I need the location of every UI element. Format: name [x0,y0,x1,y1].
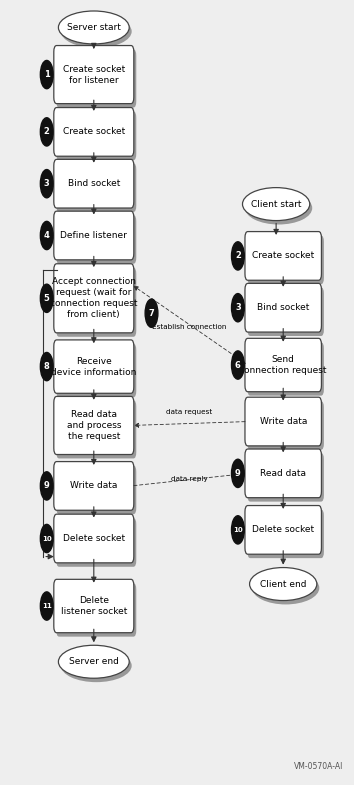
Text: 8: 8 [44,362,50,371]
FancyBboxPatch shape [56,111,136,160]
Text: Delete socket: Delete socket [63,534,125,543]
FancyBboxPatch shape [247,342,324,396]
Ellipse shape [252,571,319,604]
Circle shape [40,221,53,250]
FancyBboxPatch shape [245,506,321,554]
FancyBboxPatch shape [54,340,134,393]
FancyBboxPatch shape [54,211,134,260]
FancyBboxPatch shape [247,453,324,502]
FancyBboxPatch shape [245,449,321,498]
Text: 9: 9 [44,481,50,491]
Text: data request: data request [166,409,212,415]
Ellipse shape [250,568,317,601]
Text: Establish connection: Establish connection [152,323,227,330]
FancyBboxPatch shape [247,236,324,284]
Circle shape [40,170,53,198]
Text: 1: 1 [44,70,50,79]
FancyBboxPatch shape [56,49,136,108]
Text: data reply: data reply [171,476,208,482]
Circle shape [232,516,244,544]
Text: Write data: Write data [259,417,307,426]
Ellipse shape [58,645,129,678]
Text: Define listener: Define listener [61,231,127,240]
Text: 10: 10 [42,535,52,542]
Text: 2: 2 [235,251,241,261]
Text: Client end: Client end [260,579,307,589]
Text: Create socket
for listener: Create socket for listener [63,64,125,85]
Circle shape [232,351,244,379]
Text: Delete
listener socket: Delete listener socket [61,596,127,616]
Circle shape [40,524,53,553]
FancyBboxPatch shape [245,283,321,332]
Circle shape [232,459,244,487]
Text: Delete socket: Delete socket [252,525,314,535]
Text: 5: 5 [44,294,50,303]
FancyBboxPatch shape [245,397,321,446]
FancyBboxPatch shape [247,509,324,558]
Circle shape [145,299,158,327]
Circle shape [232,294,244,322]
Text: 9: 9 [235,469,241,478]
Text: Send
connection request: Send connection request [239,355,327,375]
Text: 11: 11 [42,603,52,609]
Text: Read data: Read data [260,469,306,478]
Circle shape [40,352,53,381]
Text: Client start: Client start [251,199,301,209]
FancyBboxPatch shape [56,215,136,264]
FancyBboxPatch shape [56,163,136,212]
Text: Accept connection
request (wait for
connection request
from client): Accept connection request (wait for conn… [50,277,138,319]
Circle shape [40,60,53,89]
FancyBboxPatch shape [54,462,134,510]
Text: 7: 7 [149,309,154,318]
FancyBboxPatch shape [56,344,136,397]
Ellipse shape [242,188,310,221]
FancyBboxPatch shape [54,264,134,333]
Text: 3: 3 [235,303,241,312]
Text: 10: 10 [233,527,243,533]
Text: 6: 6 [235,360,241,370]
Text: Server end: Server end [69,657,119,666]
FancyBboxPatch shape [56,518,136,567]
FancyBboxPatch shape [247,287,324,336]
FancyBboxPatch shape [56,268,136,337]
Text: Write data: Write data [70,481,118,491]
Ellipse shape [245,192,312,225]
Text: Create socket: Create socket [252,251,314,261]
Text: VM-0570A-AI: VM-0570A-AI [294,762,343,771]
Circle shape [40,472,53,500]
FancyBboxPatch shape [56,583,136,637]
Text: Create socket: Create socket [63,127,125,137]
Text: 4: 4 [44,231,50,240]
FancyBboxPatch shape [54,46,134,104]
FancyBboxPatch shape [54,159,134,208]
FancyBboxPatch shape [54,396,134,455]
Text: Read data
and process
the request: Read data and process the request [67,410,121,441]
FancyBboxPatch shape [54,108,134,156]
FancyBboxPatch shape [56,466,136,514]
FancyBboxPatch shape [54,579,134,633]
Ellipse shape [61,15,132,48]
Circle shape [232,242,244,270]
FancyBboxPatch shape [54,514,134,563]
Ellipse shape [61,649,132,682]
Text: 2: 2 [44,127,50,137]
FancyBboxPatch shape [245,232,321,280]
Circle shape [40,118,53,146]
FancyBboxPatch shape [56,400,136,458]
Text: Receive
device information: Receive device information [51,356,137,377]
Text: 3: 3 [44,179,50,188]
FancyBboxPatch shape [247,401,324,450]
Ellipse shape [58,11,129,44]
Text: Bind socket: Bind socket [257,303,309,312]
Circle shape [40,592,53,620]
Text: Server start: Server start [67,23,121,32]
FancyBboxPatch shape [245,338,321,392]
Text: Bind socket: Bind socket [68,179,120,188]
Circle shape [40,284,53,312]
